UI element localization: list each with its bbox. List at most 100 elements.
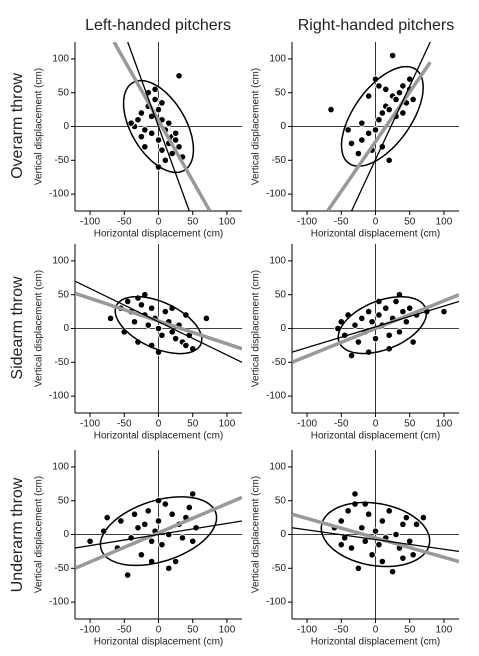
point xyxy=(375,115,383,124)
fit-line xyxy=(326,61,432,211)
point xyxy=(144,507,153,515)
point xyxy=(154,517,163,525)
x-tick-label: -100 xyxy=(297,217,317,228)
point xyxy=(158,331,166,340)
y-axis-label: Vertical displacement (cm) xyxy=(251,270,262,387)
row-label: Overarm throw xyxy=(9,73,26,179)
point xyxy=(381,85,390,94)
row-label: Underarm throw xyxy=(9,477,26,592)
point xyxy=(117,517,125,525)
x-tick-label: 50 xyxy=(187,625,199,636)
point xyxy=(344,126,352,134)
point xyxy=(141,520,149,529)
x-axis-label: Horizontal displacement (cm) xyxy=(94,637,224,648)
point xyxy=(137,550,146,559)
y-tick-label: -100 xyxy=(49,597,69,608)
x-axis-label: Horizontal displacement (cm) xyxy=(311,637,441,648)
point xyxy=(144,321,153,329)
y-tick-label: 0 xyxy=(280,529,286,540)
point xyxy=(185,503,194,512)
point xyxy=(347,139,356,148)
y-axis-label: Vertical displacement (cm) xyxy=(34,476,45,593)
point xyxy=(358,314,366,323)
point xyxy=(161,156,170,165)
point xyxy=(385,331,393,340)
point xyxy=(364,510,373,519)
point xyxy=(147,129,156,138)
point xyxy=(337,540,346,549)
x-tick-label: 0 xyxy=(156,217,162,228)
x-tick-label: 100 xyxy=(436,217,453,228)
y-tick-label: 100 xyxy=(269,462,286,473)
x-tick-label: 100 xyxy=(436,625,453,636)
point xyxy=(385,105,393,114)
y-tick-label: 50 xyxy=(58,289,70,300)
y-tick-label: -100 xyxy=(266,391,286,402)
point xyxy=(381,304,390,313)
point xyxy=(123,571,132,579)
point xyxy=(399,307,407,316)
fit-line xyxy=(292,293,459,364)
column-title: Right-handed pitchers xyxy=(298,17,455,34)
x-tick-label: 50 xyxy=(404,217,416,228)
point xyxy=(137,109,146,117)
y-tick-label: 50 xyxy=(275,87,287,98)
point xyxy=(364,348,373,356)
point xyxy=(127,119,135,127)
point xyxy=(358,523,366,532)
x-tick-label: 50 xyxy=(404,625,416,636)
point xyxy=(354,564,363,573)
fit-line xyxy=(75,495,242,570)
point xyxy=(127,534,135,542)
point xyxy=(371,126,380,134)
point xyxy=(388,51,397,60)
point xyxy=(354,149,363,158)
y-tick-label: -100 xyxy=(49,391,69,402)
point xyxy=(378,109,387,117)
point xyxy=(392,95,400,104)
point xyxy=(375,82,383,90)
plot-area xyxy=(75,280,242,363)
plot-area xyxy=(112,42,212,211)
point xyxy=(440,307,448,316)
row-label: Sidearm throw xyxy=(9,276,26,380)
plot-area xyxy=(326,42,432,211)
point xyxy=(388,567,397,576)
point xyxy=(358,136,366,144)
point xyxy=(158,146,166,154)
point xyxy=(154,105,163,114)
x-tick-label: -50 xyxy=(334,217,349,228)
point xyxy=(86,537,94,546)
point xyxy=(364,92,373,100)
y-tick-label: 0 xyxy=(280,121,286,132)
y-tick-label: 0 xyxy=(63,323,69,334)
point xyxy=(161,500,170,508)
point xyxy=(395,88,404,97)
x-tick-label: -50 xyxy=(117,419,132,430)
x-tick-label: -100 xyxy=(80,625,100,636)
column-title: Left-handed pitchers xyxy=(85,17,231,34)
x-tick-label: -100 xyxy=(80,419,100,430)
point xyxy=(168,510,176,519)
plot-area xyxy=(75,490,242,579)
point xyxy=(405,304,414,313)
point xyxy=(364,129,373,138)
x-axis-label: Horizontal displacement (cm) xyxy=(94,229,224,240)
point xyxy=(154,324,163,333)
x-tick-label: -100 xyxy=(297,419,317,430)
point xyxy=(364,307,373,316)
point xyxy=(202,314,211,323)
point xyxy=(371,334,380,343)
point xyxy=(130,510,139,519)
point xyxy=(175,72,183,80)
point xyxy=(327,105,335,114)
point xyxy=(378,517,387,525)
x-tick-label: 50 xyxy=(187,419,199,430)
point xyxy=(351,490,359,498)
point xyxy=(147,304,156,313)
point xyxy=(354,338,363,346)
y-axis-label: Vertical displacement (cm) xyxy=(34,270,45,387)
